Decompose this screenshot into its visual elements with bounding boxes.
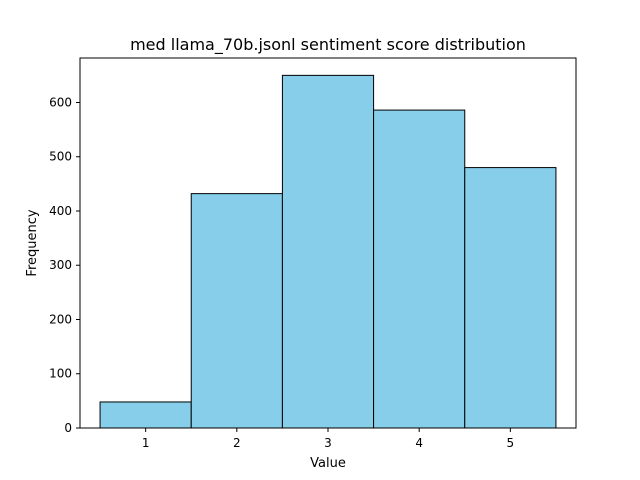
y-axis: 0 100 200 300 400 500 600 [49,95,80,435]
bar-2 [190,193,283,429]
y-tick-label: 0 [64,421,72,435]
bar-1 [99,401,192,429]
y-tick-label: 400 [49,204,72,218]
y-tick-label: 200 [49,312,72,326]
x-tick-label: 2 [233,436,241,450]
x-axis: 1 2 3 4 5 [142,428,514,450]
chart-title: med llama_70b.jsonl sentiment score dist… [130,35,526,55]
x-axis-label: Value [310,456,346,471]
x-tick-label: 3 [324,436,332,450]
bar-4 [373,109,466,429]
y-tick-label: 600 [49,95,72,109]
x-tick-label: 1 [142,436,150,450]
y-tick-label: 500 [49,150,72,164]
x-tick-label: 5 [507,436,515,450]
bars-group [99,74,557,429]
bar-3 [281,74,375,429]
y-tick-label: 100 [49,367,72,381]
y-tick-label: 300 [49,258,72,272]
x-tick-label: 4 [415,436,423,450]
bar-5 [464,167,557,429]
y-axis-label: Frequency [25,209,40,276]
